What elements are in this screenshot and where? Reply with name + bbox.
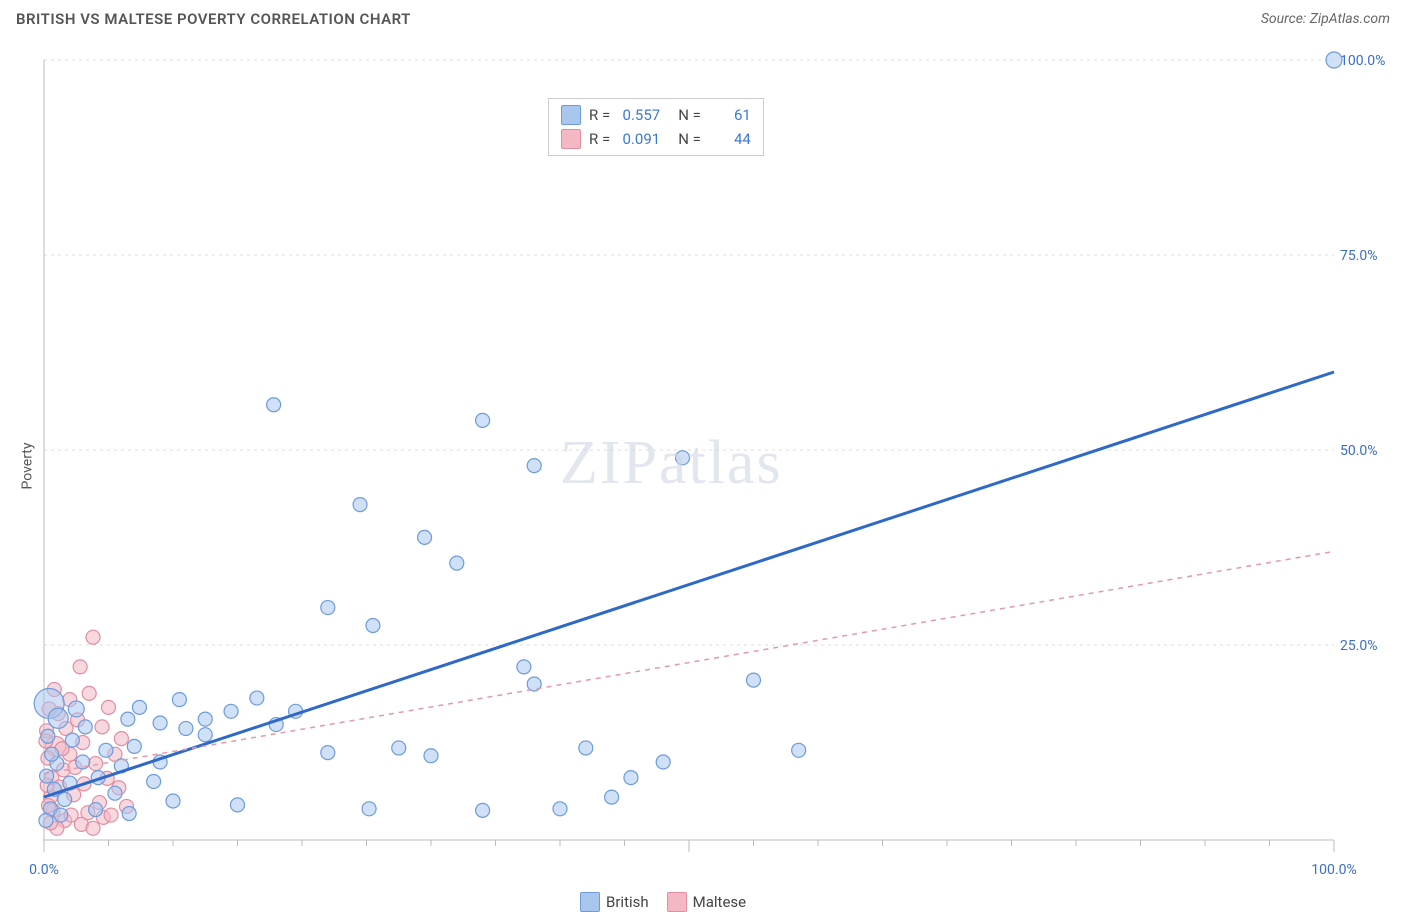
svg-text:75.0%: 75.0% bbox=[1340, 248, 1378, 264]
y-axis-label: Poverty bbox=[20, 442, 36, 489]
correlation-row: R = 0.091 N = 44 bbox=[561, 127, 751, 151]
n-label: N = bbox=[678, 130, 701, 148]
series-legend: British Maltese bbox=[580, 892, 746, 912]
svg-text:0.0%: 0.0% bbox=[29, 862, 59, 878]
scatter-chart: 25.0% 50.0% 75.0% 100.0% 0.0% 100.0% bbox=[0, 40, 1406, 892]
r-value: 0.557 bbox=[618, 106, 660, 124]
source-label: Source: ZipAtlas.com bbox=[1261, 11, 1390, 27]
n-value: 61 bbox=[709, 106, 751, 124]
svg-text:100.0%: 100.0% bbox=[1311, 862, 1356, 878]
n-value: 44 bbox=[709, 130, 751, 148]
chart-container: Poverty 25.0%50.0%75.0%100.0%0.0%100.0% … bbox=[0, 40, 1406, 892]
legend-label: Maltese bbox=[693, 893, 746, 911]
r-label: R = bbox=[589, 106, 610, 124]
correlation-row: R = 0.557 N = 61 bbox=[561, 103, 751, 127]
legend-item: British bbox=[580, 892, 649, 912]
legend-swatch bbox=[561, 105, 581, 125]
svg-text:50.0%: 50.0% bbox=[1340, 443, 1378, 459]
svg-text:100.0%: 100.0% bbox=[1340, 53, 1385, 69]
legend-swatch bbox=[667, 892, 687, 912]
r-value: 0.091 bbox=[618, 130, 660, 148]
n-label: N = bbox=[678, 106, 701, 124]
legend-label: British bbox=[606, 893, 649, 911]
correlation-legend: R = 0.557 N = 61 R = 0.091 N = 44 bbox=[548, 98, 764, 156]
legend-swatch bbox=[561, 129, 581, 149]
svg-text:25.0%: 25.0% bbox=[1340, 638, 1378, 654]
legend-item: Maltese bbox=[667, 892, 746, 912]
chart-title: BRITISH VS MALTESE POVERTY CORRELATION C… bbox=[16, 10, 411, 28]
legend-swatch bbox=[580, 892, 600, 912]
r-label: R = bbox=[589, 130, 610, 148]
